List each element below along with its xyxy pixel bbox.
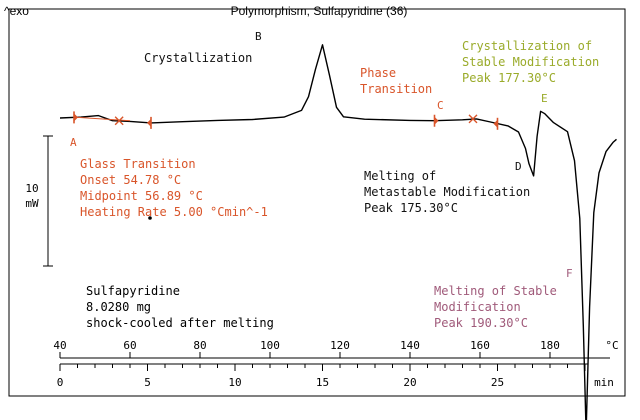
annotation-f-line-1: Melting of Stable	[434, 284, 557, 298]
temperature-tick-label-140: 140	[400, 339, 420, 352]
temperature-tick-label-120: 120	[330, 339, 350, 352]
time-tick-label-0: 0	[57, 376, 64, 389]
time-axis: min 0 5 10 15 20 25	[57, 363, 614, 389]
annotation-d: Melting of Metastable Modification Peak …	[364, 169, 530, 215]
annotation-e-line-1: Crystallization of	[462, 39, 592, 53]
temperature-tick-label-60: 60	[123, 339, 136, 352]
chart-title: Polymorphism, Sulfapyridine (36)	[231, 4, 408, 18]
annotation-c-line-2: Transition	[360, 82, 432, 96]
time-tick-label-10: 10	[228, 376, 241, 389]
annotation-e: Crystallization of Stable Modification P…	[462, 39, 599, 85]
annotation-a-line-2: Onset 54.78 °C	[80, 173, 181, 187]
annotation-f: Melting of Stable Modification Peak 190.…	[434, 284, 557, 330]
annotation-letter-a: A	[70, 136, 77, 149]
annotation-d-line-3: Peak 175.30°C	[364, 201, 458, 215]
sample-info: Sulfapyridine 8.0280 mg shock-cooled aft…	[86, 284, 274, 330]
marker-c-start-arrow	[434, 116, 439, 125]
scale-bar-unit: mW	[25, 197, 39, 210]
annotation-c: Phase Transition	[360, 66, 432, 96]
y-direction-label: ^exo	[4, 4, 29, 18]
temperature-tick-label-80: 80	[193, 339, 206, 352]
annotation-d-line-2: Metastable Modification	[364, 185, 530, 199]
annotation-a-line-1: Glass Transition	[80, 157, 196, 171]
scale-bar: 10 mW	[25, 135, 53, 267]
plot-frame	[8, 8, 626, 397]
annotation-letter-b: B	[255, 30, 262, 43]
scale-bar-value: 10	[25, 182, 38, 195]
annotation-a-line-4: Heating Rate 5.00 °Cmin^-1	[80, 205, 268, 219]
sample-treatment: shock-cooled after melting	[86, 316, 274, 330]
temperature-unit: °C	[605, 339, 618, 352]
time-tick-label-15: 15	[316, 376, 329, 389]
time-tick-label-25: 25	[491, 376, 504, 389]
annotation-a-line-3: Midpoint 56.89 °C	[80, 189, 203, 203]
temperature-tick-label-160: 160	[470, 339, 490, 352]
temperature-tick-label-180: 180	[540, 339, 560, 352]
annotation-letter-d: D	[515, 160, 522, 173]
marker-a-end-arrow	[147, 118, 151, 127]
annotation-d-line-1: Melting of	[364, 169, 436, 183]
annotation-a-point	[148, 216, 152, 220]
annotation-letter-c: C	[437, 99, 444, 112]
temperature-tick-label-100: 100	[260, 339, 280, 352]
annotation-f-line-2: Modification	[434, 300, 521, 314]
annotation-b-line-1: Crystallization	[144, 51, 252, 65]
annotation-letter-e: E	[541, 92, 548, 105]
annotation-letter-f: F	[566, 267, 573, 280]
annotation-e-line-3: Peak 177.30°C	[462, 71, 556, 85]
temperature-tick-label-40: 40	[53, 339, 66, 352]
marker-c-mid	[468, 114, 478, 124]
marker-c-end-arrow	[493, 119, 498, 128]
marker-a-midpoint	[114, 116, 124, 126]
annotation-f-line-3: Peak 190.30°C	[434, 316, 528, 330]
temperature-axis: °C 40 60 80 100 120 140 160 180	[53, 339, 619, 359]
series-line-dsc	[59, 44, 617, 420]
annotation-e-line-2: Stable Modification	[462, 55, 599, 69]
evaluation-markers	[73, 111, 499, 130]
time-tick-label-5: 5	[144, 376, 151, 389]
sample-name: Sulfapyridine	[86, 284, 180, 298]
marker-a-tangent	[73, 116, 131, 122]
sample-mass: 8.0280 mg	[86, 300, 151, 314]
time-unit: min	[594, 376, 614, 389]
annotation-c-line-1: Phase	[360, 66, 396, 80]
time-tick-label-20: 20	[403, 376, 416, 389]
annotation-a: Glass Transition Onset 54.78 °C Midpoint…	[80, 157, 268, 219]
